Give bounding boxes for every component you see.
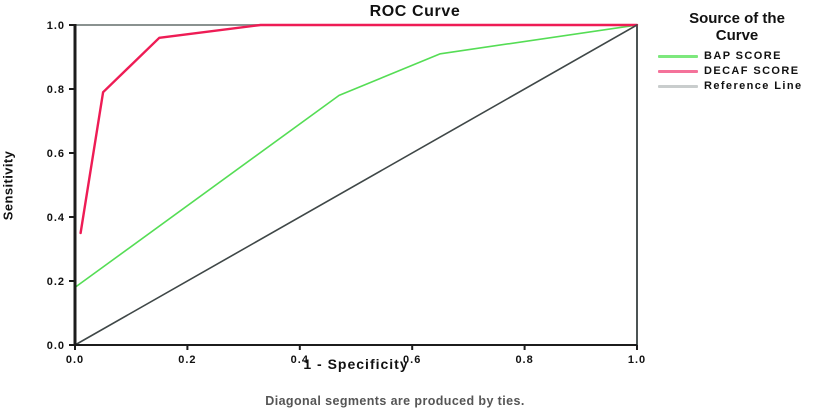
y-tick-label: 0.2 [47,276,65,288]
legend: Source of the Curve BAP SCORE DECAF SCORE… [658,10,816,94]
x-tick-label: 0.6 [403,354,421,366]
legend-swatch-decaf-score-line [658,69,698,73]
x-tick-label: 0.0 [66,354,84,366]
chart-title: ROC Curve [369,3,461,20]
footnote-caption: Diagonal segments are produced by ties. [265,394,525,408]
legend-item-reference-line: Reference Line [658,79,816,94]
legend-label: BAP SCORE [704,50,782,62]
legend-label: Reference Line [704,80,803,92]
legend-items: BAP SCORE DECAF SCORE Reference Line [658,49,816,94]
y-tick-label: 0.0 [47,340,65,352]
y-tick-label: 0.8 [47,84,65,96]
x-axis-title: 1 - Specificity [303,356,409,372]
y-axis-title: Sensitivity [0,150,16,221]
x-tick-label: 0.8 [515,354,533,366]
y-tick-label: 0.4 [47,212,65,224]
y-tick-label: 1.0 [47,20,65,32]
legend-swatch-bap-score-line [658,54,698,58]
legend-item-decaf-score: DECAF SCORE [658,64,816,79]
x-tick-label: 1.0 [628,354,646,366]
series-decaf-score [79,23,639,235]
series-reference-line [74,24,638,346]
x-tick-label: 0.2 [178,354,196,366]
legend-item-bap-score: BAP SCORE [658,49,816,64]
x-tick-label: 0.4 [291,354,309,366]
legend-swatch-reference-line-line [658,84,698,88]
series-bap-score [74,24,638,289]
legend-label: DECAF SCORE [704,65,800,77]
legend-title: Source of the Curve [689,10,785,45]
y-tick-label: 0.6 [47,148,65,160]
